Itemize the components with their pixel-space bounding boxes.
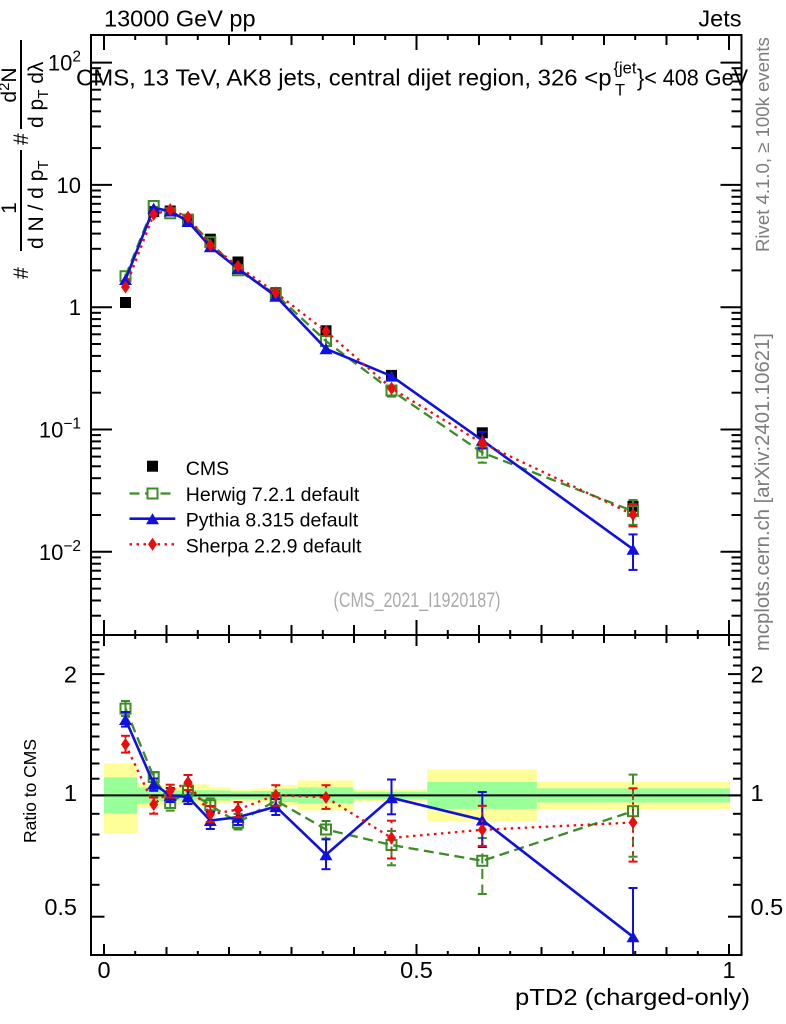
svg-text:CMS: CMS — [186, 458, 229, 480]
svg-text:1: 1 — [64, 780, 77, 806]
svg-text:{jet: {jet — [614, 60, 637, 78]
svg-text:0.5: 0.5 — [44, 894, 77, 920]
svg-text:0: 0 — [97, 957, 110, 983]
svg-text:#: # — [10, 133, 33, 145]
svg-text:d2N: d2N — [0, 67, 21, 102]
svg-text:1: 1 — [722, 957, 735, 983]
svg-text:#: # — [10, 267, 33, 279]
svg-text:(CMS_2021_I1920187): (CMS_2021_I1920187) — [334, 589, 501, 612]
svg-text:}< 408 GeV: }< 408 GeV — [637, 64, 748, 90]
svg-text:mcplots.cern.ch [arXiv:2401.10: mcplots.cern.ch [arXiv:2401.10621] — [752, 333, 774, 651]
svg-text:13000 GeV pp: 13000 GeV pp — [104, 6, 256, 32]
svg-text:CMS, 13 TeV, AK8 jets, central: CMS, 13 TeV, AK8 jets, central dijet reg… — [76, 64, 612, 90]
svg-text:1: 1 — [0, 202, 21, 214]
svg-text:d N / d pT: d N / d pT — [25, 160, 52, 249]
svg-text:Sherpa 2.2.9 default: Sherpa 2.2.9 default — [186, 535, 362, 557]
svg-text:Herwig 7.2.1 default: Herwig 7.2.1 default — [186, 484, 360, 506]
svg-text:Jets: Jets — [698, 6, 741, 32]
svg-text:Rivet 4.1.0, ≥ 100k events: Rivet 4.1.0, ≥ 100k events — [752, 37, 773, 252]
svg-text:1: 1 — [751, 780, 764, 806]
svg-text:2: 2 — [751, 662, 764, 688]
svg-text:0.5: 0.5 — [751, 894, 784, 920]
svg-text:Ratio to CMS: Ratio to CMS — [20, 739, 40, 843]
svg-text:Pythia 8.315 default: Pythia 8.315 default — [186, 509, 359, 531]
svg-text:pTD2 (charged-only): pTD2 (charged-only) — [515, 984, 750, 1010]
svg-text:10: 10 — [57, 173, 81, 198]
svg-text:2: 2 — [64, 662, 77, 688]
svg-text:T: T — [615, 82, 625, 100]
svg-text:1: 1 — [69, 295, 81, 320]
svg-text:0.5: 0.5 — [400, 957, 433, 983]
